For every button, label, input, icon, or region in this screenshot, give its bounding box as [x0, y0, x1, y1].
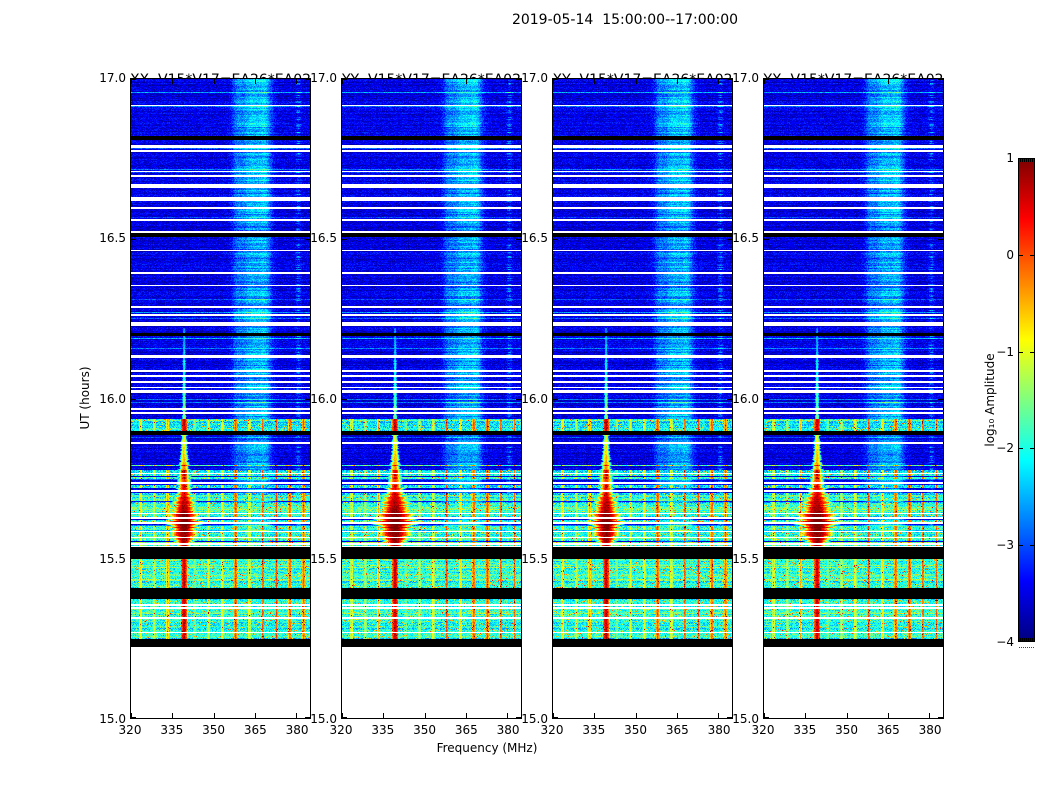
- spectrogram-canvas-xx: [131, 79, 310, 718]
- x-tick-label: 335: [582, 723, 606, 737]
- x-tick-label: 350: [202, 723, 225, 737]
- x-tick-label: 365: [876, 723, 900, 737]
- colorbar: [1018, 158, 1035, 642]
- y-tick-label: 15.5: [310, 551, 337, 566]
- x-tick-label: 350: [624, 723, 647, 737]
- x-tick-label: 380: [707, 723, 731, 737]
- colorbar-tick-label: −3: [996, 538, 1014, 553]
- spectrogram-panel-yy: [341, 78, 522, 719]
- colorbar-under-dots: [1019, 647, 1034, 648]
- y-tick-label: 17.0: [521, 71, 548, 85]
- colorbar-canvas: [1019, 159, 1034, 641]
- colorbar-label: log₁₀ Amplitude: [983, 353, 997, 447]
- y-tick-label: 17.0: [732, 71, 759, 85]
- y-tick-label: 16.0: [310, 391, 337, 406]
- x-tick-label: 350: [413, 723, 436, 737]
- spectrogram-canvas-yx: [764, 79, 943, 718]
- colorbar-tick-label: 1: [1006, 151, 1014, 165]
- x-tick-label: 335: [793, 723, 817, 737]
- x-tick-label: 380: [285, 723, 309, 737]
- y-tick-label: 16.5: [521, 231, 548, 246]
- x-axis-label: Frequency (MHz): [436, 741, 538, 755]
- y-tick-label: 16.5: [99, 231, 126, 246]
- y-tick-label: 16.0: [732, 391, 759, 406]
- y-tick-label: 15.5: [99, 551, 126, 566]
- spectrogram-panel-xy: [552, 78, 733, 719]
- y-tick-label: 15.0: [521, 712, 548, 726]
- x-tick-label: 380: [918, 723, 942, 737]
- y-tick-label: 16.5: [732, 231, 759, 246]
- x-tick-label: 335: [371, 723, 395, 737]
- figure-suptitle: 2019-05-14 15:00:00--17:00:00: [511, 12, 739, 28]
- colorbar-tick-label: −4: [996, 635, 1014, 649]
- y-tick-label: 17.0: [99, 71, 126, 85]
- y-tick-label: 16.0: [521, 391, 548, 406]
- x-tick-label: 350: [835, 723, 858, 737]
- y-tick-label: 15.5: [521, 551, 548, 566]
- y-tick-label: 15.0: [732, 712, 759, 726]
- y-tick-label: 17.0: [310, 71, 337, 85]
- x-tick-label: 365: [665, 723, 689, 737]
- x-tick-label: 365: [243, 723, 267, 737]
- x-tick-label: 320: [329, 723, 353, 737]
- y-tick-label: 16.0: [99, 391, 126, 406]
- x-tick-label: 320: [540, 723, 564, 737]
- spectrogram-panel-xx: [130, 78, 311, 719]
- x-tick-label: 365: [454, 723, 478, 737]
- x-tick-label: 320: [751, 723, 775, 737]
- y-tick-label: 15.5: [732, 551, 759, 566]
- y-tick-label: 16.5: [310, 231, 337, 246]
- spectrogram-canvas-xy: [553, 79, 732, 718]
- colorbar-tick-label: −1: [996, 344, 1014, 359]
- x-tick-label: 335: [160, 723, 184, 737]
- spectrogram-panel-yx: [763, 78, 944, 719]
- y-tick-label: 15.0: [99, 712, 126, 726]
- y-tick-label: 15.0: [310, 712, 337, 726]
- x-tick-label: 320: [118, 723, 142, 737]
- colorbar-tick-label: 0: [1006, 247, 1014, 262]
- spectrogram-canvas-yy: [342, 79, 521, 718]
- colorbar-tick-label: −2: [996, 441, 1014, 456]
- x-tick-label: 380: [496, 723, 520, 737]
